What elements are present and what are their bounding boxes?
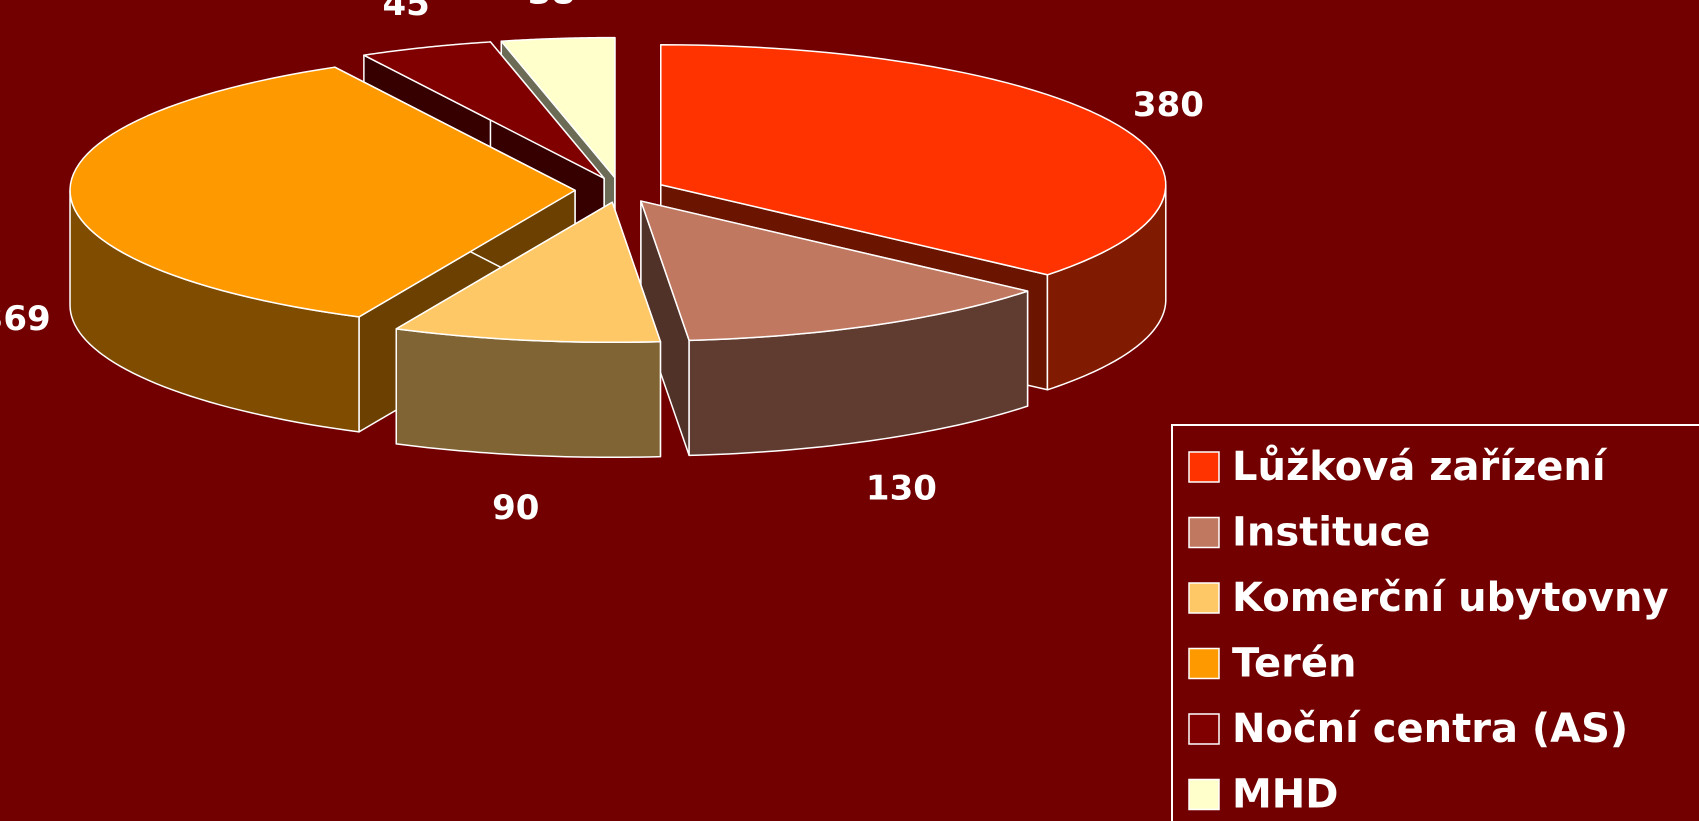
legend-swatch <box>1188 778 1220 811</box>
slice-side <box>395 328 662 459</box>
slice-top <box>395 201 662 344</box>
legend: Lůžková zařízení Instituce Komerční ubytov… <box>1171 424 1699 821</box>
legend-swatch <box>1188 516 1220 549</box>
legend-swatch <box>1188 582 1220 614</box>
slice-top <box>660 43 1167 276</box>
legend-swatch <box>1188 647 1220 680</box>
pie: 380 130 90 369 45 38 <box>0 0 1204 528</box>
slice <box>395 201 662 459</box>
legend-label: Instituce <box>1232 510 1430 556</box>
data-label: 90 <box>492 488 539 528</box>
slice-top <box>69 66 576 318</box>
legend-swatch <box>1188 451 1220 483</box>
legend-box <box>1171 424 1699 821</box>
slice-top <box>363 41 605 180</box>
legend-label: Noční centra (AS) <box>1232 706 1628 752</box>
legend-label: Terén <box>1232 641 1356 687</box>
legend-swatch <box>1188 713 1220 745</box>
data-label: 369 <box>0 299 51 339</box>
data-label: 380 <box>1133 85 1204 125</box>
slice-top <box>640 200 1029 342</box>
slice-top <box>500 36 616 179</box>
legend-label: Lůžková zařízení <box>1232 443 1608 490</box>
slice <box>640 200 1029 457</box>
data-label: 38 <box>528 0 575 12</box>
legend-label: Komerční ubytovny <box>1232 575 1669 621</box>
data-label: 130 <box>866 468 937 508</box>
legend-label: MHD <box>1232 772 1338 818</box>
data-label: 45 <box>382 0 429 24</box>
